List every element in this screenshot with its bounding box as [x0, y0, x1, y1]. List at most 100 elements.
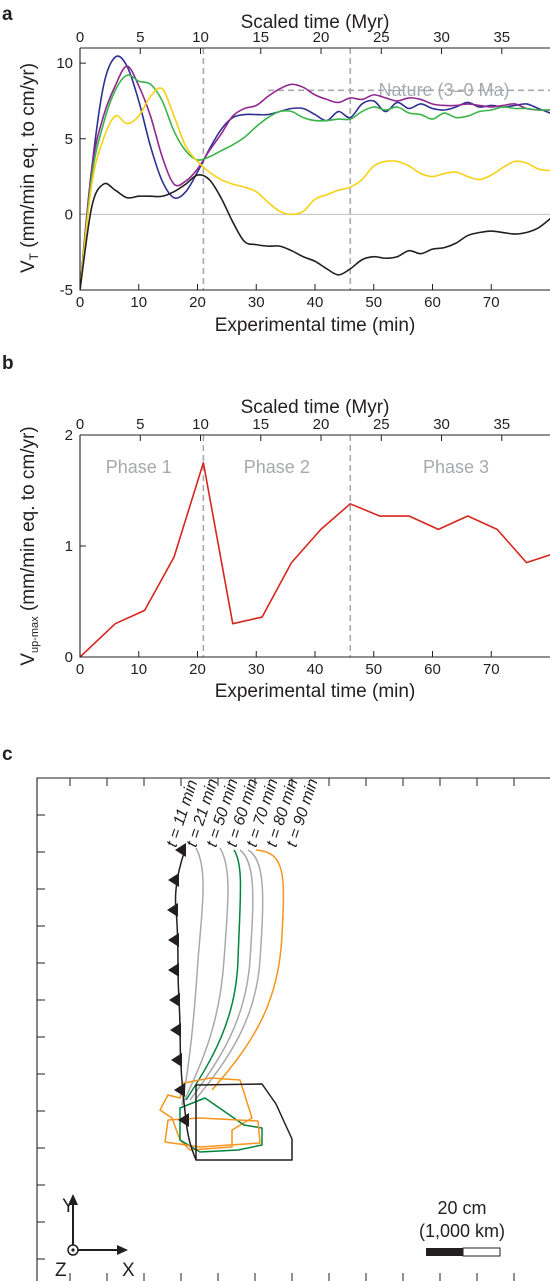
slab-outline-t90 — [159, 1077, 253, 1151]
panel-c-letter: c — [2, 744, 13, 765]
panel-b-letter: b — [2, 353, 14, 374]
top-x-tick-label: 0 — [76, 416, 84, 433]
y-arrow-head — [68, 1194, 78, 1205]
x-tick-label: 10 — [130, 294, 147, 311]
top-x-tick-label: 30 — [433, 416, 450, 433]
trench-tooth — [171, 1053, 182, 1067]
panel-b-phase-labels: Phase 1 Phase 2 Phase 3 — [106, 457, 489, 477]
panel-a-series — [80, 55, 550, 290]
panel-a-axes — [79, 47, 550, 291]
top-x-tick-label: 15 — [252, 29, 269, 46]
panel-a-y-axis-title-rest: (mm/min eq. to cm/yr) — [18, 63, 39, 253]
x-tick-label: 30 — [248, 294, 265, 311]
x-tick-label: 20 — [189, 661, 206, 678]
panel-b-series — [80, 461, 550, 657]
trench-tooth — [168, 873, 179, 887]
panel-b-y-axis-title-sub: up-max — [29, 616, 41, 653]
x-tick-label: 40 — [307, 294, 324, 311]
y-tick-label: 1 — [65, 538, 73, 555]
y-tick-label: -5 — [60, 282, 73, 299]
scale-bar-black-segment — [426, 1248, 463, 1256]
x-tick-label: 70 — [483, 661, 500, 678]
z-axis-dot — [71, 1248, 75, 1252]
phase-label: Phase 3 — [423, 457, 489, 477]
x-tick-label: 40 — [307, 661, 324, 678]
x-tick-label: 70 — [483, 294, 500, 311]
panel-b-y-axis-title-main: V — [18, 653, 39, 666]
trench-tooth — [168, 933, 179, 947]
slab-outline-t60 — [179, 1097, 263, 1153]
y-tick-label: 0 — [65, 206, 73, 223]
series-line-5 — [80, 174, 550, 290]
x-tick-label: 50 — [365, 294, 382, 311]
phase-label: Phase 2 — [244, 457, 310, 477]
z-axis-label: Z — [55, 1260, 67, 1281]
trench-teeth — [167, 843, 189, 1127]
panel-a-y-axis-title-main: V — [18, 260, 39, 273]
top-x-tick-label: 35 — [493, 29, 510, 46]
y-tick-label: 0 — [65, 649, 73, 666]
series-line-4 — [80, 87, 550, 290]
panel-c-frame — [36, 777, 550, 1281]
panel-a-y-axis-title: VT (mm/min eq. to cm/yr) — [18, 63, 41, 273]
x-tick-label: 30 — [248, 661, 265, 678]
trench-outline-t80 — [194, 849, 264, 1101]
top-x-tick-label: 15 — [252, 416, 269, 433]
trench-outline-t21 — [181, 847, 204, 1106]
scale-bar-equivalent: (1,000 km) — [419, 1221, 505, 1241]
x-tick-label: 50 — [365, 661, 382, 678]
x-axis-label: X — [122, 1260, 135, 1281]
y-tick-label: 5 — [65, 131, 73, 148]
panel-a-y-axis-title-sub: T — [27, 252, 41, 260]
series-line-1 — [80, 461, 550, 657]
trench-tooth — [178, 1113, 189, 1127]
x-tick-label: 10 — [130, 661, 147, 678]
scale-bar: 20 cm (1,000 km) — [419, 1198, 505, 1257]
nature-reference-label: Nature (3–0 Ma) — [378, 80, 509, 100]
trench-tooth — [168, 963, 179, 977]
series-line-2 — [80, 65, 550, 290]
top-x-tick-label: 5 — [136, 416, 144, 433]
panel-b: b Scaled time (Myr) Experimental time (m… — [2, 353, 550, 702]
x-tick-label: 20 — [189, 294, 206, 311]
top-x-tick-label: 25 — [373, 29, 390, 46]
series-line-1 — [80, 55, 550, 290]
y-tick-label: 2 — [65, 427, 73, 444]
top-x-tick-label: 10 — [192, 29, 209, 46]
coordinate-axes: Y X Z — [55, 1194, 135, 1281]
x-tick-label: 0 — [76, 294, 84, 311]
panel-c-frame-ticks — [37, 778, 515, 1281]
scale-bar-white-segment — [462, 1247, 501, 1257]
trench-outline-t60 — [185, 849, 242, 1101]
panel-a-top-axis-title: Scaled time (Myr) — [241, 12, 390, 33]
trench-tooth — [174, 1083, 185, 1097]
panel-b-ticks: 0 10 20 30 40 50 60 70 0 5 10 15 20 25 30 35 0 1 2 — [65, 416, 510, 678]
top-x-tick-label: 35 — [493, 416, 510, 433]
panel-b-y-axis-title: Vup-max (mm/min eq. to cm/yr) — [18, 426, 41, 665]
slab-outline-t90-lower — [164, 1117, 261, 1148]
top-x-tick-label: 25 — [373, 416, 390, 433]
series-line-3 — [80, 74, 550, 290]
trench-tooth — [175, 843, 186, 857]
panel-b-axes — [79, 434, 550, 658]
top-x-tick-label: 5 — [136, 29, 144, 46]
y-axis-label: Y — [62, 1196, 75, 1217]
panel-a: a Scaled time (Myr) Experimental time (m… — [2, 4, 550, 336]
x-tick-label: 60 — [424, 661, 441, 678]
phase-label: Phase 1 — [106, 457, 172, 477]
y-tick-label: 10 — [56, 55, 73, 72]
x-tick-label: 60 — [424, 294, 441, 311]
trench-outline-t50 — [181, 847, 229, 1106]
trench-tooth — [170, 1023, 181, 1037]
x-tick-label: 0 — [76, 661, 84, 678]
trench-tooth — [167, 903, 178, 917]
scale-bar-length: 20 cm — [437, 1198, 486, 1218]
panel-a-phase-dividers — [202, 48, 352, 290]
trench-tooth — [169, 993, 180, 1007]
trench-outline-t70 — [189, 849, 254, 1101]
top-x-tick-label: 30 — [433, 29, 450, 46]
panel-a-letter: a — [2, 4, 13, 25]
